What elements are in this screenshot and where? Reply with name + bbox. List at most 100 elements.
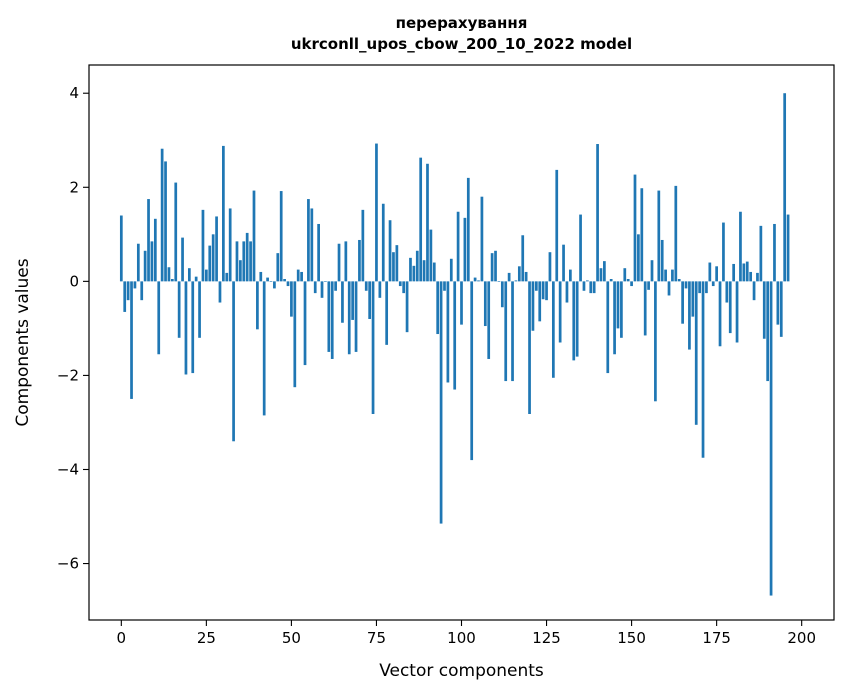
bar <box>259 271 263 282</box>
bar <box>582 281 586 291</box>
bar <box>232 281 235 442</box>
bar <box>123 281 127 312</box>
bar <box>633 174 637 282</box>
bar <box>177 281 181 338</box>
y-tick-label: −2 <box>57 366 79 384</box>
bar <box>630 281 633 287</box>
bar <box>218 281 222 303</box>
bar <box>705 281 708 294</box>
bar <box>711 281 715 287</box>
y-axis: −6 −4 −2 0 2 4 <box>57 84 89 573</box>
bar <box>558 281 562 343</box>
bar <box>779 281 783 337</box>
bar <box>225 272 229 282</box>
bar <box>300 271 303 282</box>
bar <box>599 268 603 282</box>
bar <box>528 281 531 414</box>
bar <box>344 241 348 282</box>
bar <box>603 261 606 282</box>
bar <box>174 182 178 282</box>
bar <box>317 223 320 282</box>
bar <box>368 281 372 319</box>
bar <box>143 250 147 282</box>
bar <box>327 281 331 352</box>
bar <box>157 281 161 355</box>
bar <box>167 267 171 282</box>
bar <box>341 281 344 323</box>
bar <box>657 190 661 282</box>
y-tick-label: −4 <box>57 460 79 478</box>
bar <box>752 281 756 301</box>
bar <box>545 281 548 301</box>
bar <box>773 223 776 282</box>
bar <box>130 281 133 399</box>
bar <box>623 268 627 282</box>
bar <box>228 208 232 282</box>
bar <box>245 232 249 282</box>
bar <box>494 250 497 282</box>
bar <box>500 281 504 308</box>
bar <box>354 281 358 352</box>
bar <box>664 269 667 282</box>
bar <box>313 281 317 294</box>
bar <box>320 281 324 298</box>
bar <box>453 281 457 390</box>
x-axis: 0 25 50 75 100 125 150 175 200 <box>117 620 816 647</box>
bar <box>660 239 664 282</box>
bar <box>786 214 790 282</box>
bar <box>381 203 385 282</box>
bar <box>364 281 368 291</box>
bar <box>715 266 718 282</box>
bar <box>351 281 354 320</box>
bar <box>667 281 671 296</box>
bar <box>565 281 569 303</box>
bar <box>514 280 518 282</box>
bar <box>211 234 215 282</box>
bar <box>286 281 290 287</box>
bar <box>347 281 351 355</box>
bar <box>671 269 674 282</box>
bar <box>215 216 218 282</box>
bar <box>242 241 246 282</box>
bar <box>262 281 266 416</box>
x-tick-label: 200 <box>787 629 816 647</box>
bar <box>443 281 446 291</box>
bar <box>239 260 242 282</box>
bar <box>405 281 409 333</box>
bar <box>521 235 525 282</box>
bar <box>701 281 705 458</box>
bar <box>626 279 630 282</box>
bar <box>637 234 640 282</box>
bar <box>620 281 623 338</box>
bar <box>756 272 759 282</box>
bar <box>677 279 681 282</box>
bar <box>426 163 429 282</box>
bar <box>337 243 341 282</box>
bar <box>569 269 572 282</box>
bar <box>324 281 327 282</box>
bar <box>184 281 188 375</box>
bar <box>480 196 484 282</box>
bar <box>119 215 123 282</box>
plot-frame <box>88 64 835 621</box>
bar <box>739 211 742 282</box>
bar <box>783 93 787 282</box>
bar <box>252 190 256 282</box>
bar <box>728 281 732 334</box>
bar <box>388 220 392 282</box>
chart-title: перерахування ukrconll_upos_cbow_200_10_2… <box>291 14 632 53</box>
bar <box>555 169 559 282</box>
bar <box>541 281 545 300</box>
bar <box>279 191 283 282</box>
bar <box>276 253 280 282</box>
bar <box>749 271 753 282</box>
bar <box>266 277 269 282</box>
bar <box>222 145 225 282</box>
bar <box>273 281 276 289</box>
bar <box>334 281 337 291</box>
bar <box>613 281 616 355</box>
bar <box>330 281 334 359</box>
bar <box>548 252 552 282</box>
bar <box>293 281 297 388</box>
